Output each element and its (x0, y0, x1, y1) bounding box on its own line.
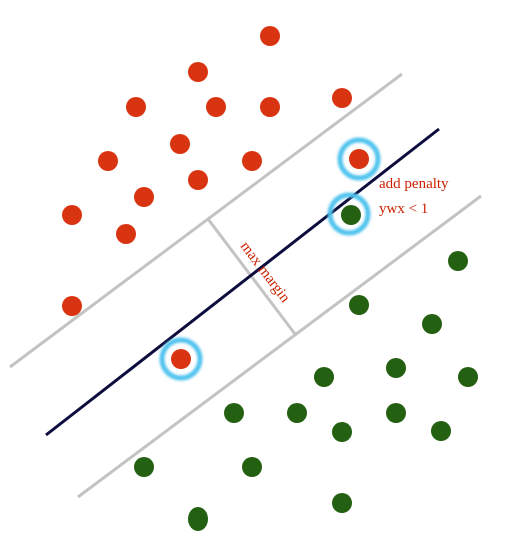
green-point (349, 295, 369, 315)
red-point (260, 26, 280, 46)
red-point (332, 88, 352, 108)
decision-boundary-line (45, 127, 440, 437)
green-point (458, 367, 478, 387)
highlight-ring (327, 192, 371, 236)
green-point (448, 251, 468, 271)
red-point (171, 349, 191, 369)
green-point (242, 457, 262, 477)
green-point (332, 422, 352, 442)
red-point (188, 170, 208, 190)
penalty-label-line2: ywx < 1 (379, 201, 428, 217)
green-class-points (134, 205, 478, 531)
red-point (349, 149, 369, 169)
red-point (62, 296, 82, 316)
red-point (98, 151, 118, 171)
red-class-points (62, 26, 369, 369)
highlight-ring (337, 137, 381, 181)
red-point (242, 151, 262, 171)
green-point (224, 403, 244, 423)
highlight-rings (159, 137, 381, 381)
red-point (188, 62, 208, 82)
green-point (314, 367, 334, 387)
green-point (386, 403, 406, 423)
green-point (386, 358, 406, 378)
red-point (134, 187, 154, 207)
green-point (188, 507, 208, 531)
red-point (170, 134, 190, 154)
green-point (287, 403, 307, 423)
green-point (431, 421, 451, 441)
green-point (134, 457, 154, 477)
red-point (126, 97, 146, 117)
red-point (260, 97, 280, 117)
red-point (116, 224, 136, 244)
red-point (206, 97, 226, 117)
lower-margin-line (77, 194, 482, 499)
green-point (332, 493, 352, 513)
penalty-label-line1: add penalty (379, 176, 449, 192)
red-point (62, 205, 82, 225)
green-point (341, 205, 361, 225)
upper-margin-line (9, 72, 403, 369)
highlight-ring (159, 337, 203, 381)
green-point (422, 314, 442, 334)
